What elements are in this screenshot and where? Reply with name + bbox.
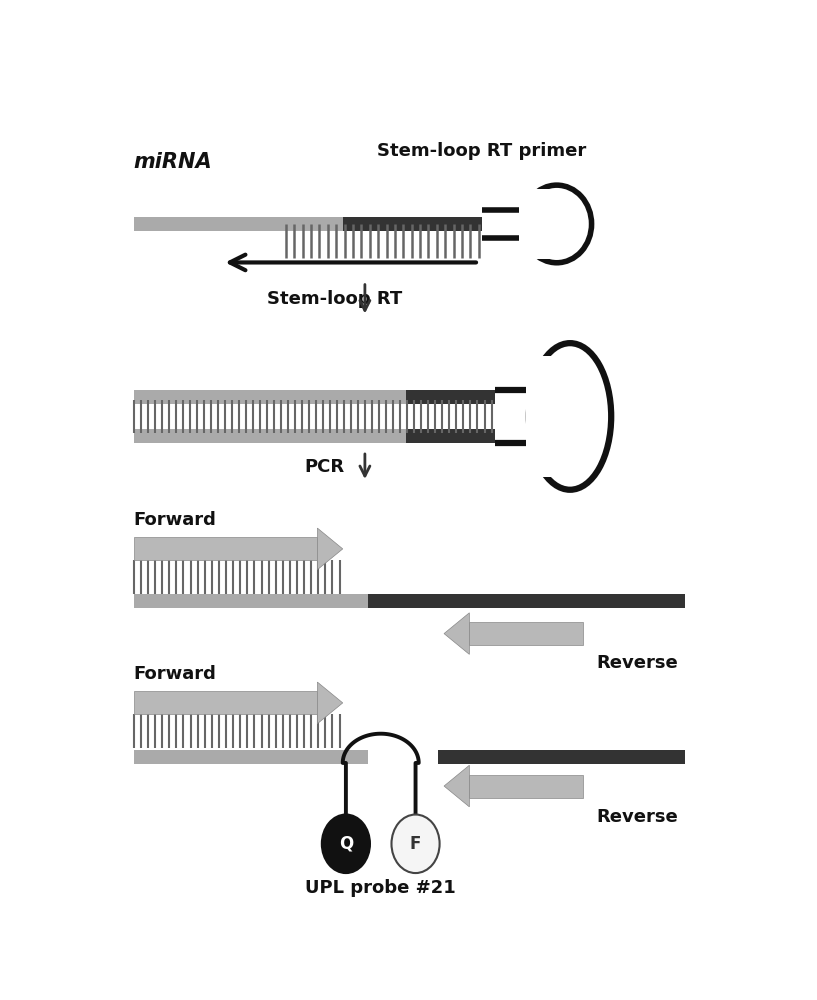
Bar	[406, 429, 495, 443]
Bar	[134, 594, 368, 608]
Bar	[134, 390, 406, 404]
Polygon shape	[317, 528, 343, 570]
Text: F: F	[410, 835, 422, 853]
Text: UPL probe #21: UPL probe #21	[306, 879, 456, 897]
Ellipse shape	[529, 343, 611, 490]
Circle shape	[322, 815, 370, 873]
Text: miRNA: miRNA	[134, 152, 212, 172]
Circle shape	[391, 815, 440, 873]
Bar	[469, 774, 583, 798]
Text: Forward: Forward	[134, 511, 217, 529]
Text: Stem-loop RT primer: Stem-loop RT primer	[377, 142, 587, 160]
Bar	[519, 189, 556, 259]
Bar	[438, 750, 685, 764]
Bar	[134, 537, 317, 560]
Bar	[134, 750, 368, 764]
Ellipse shape	[522, 185, 592, 263]
Bar	[368, 594, 685, 608]
Polygon shape	[444, 765, 469, 807]
Text: PCR: PCR	[305, 458, 345, 476]
Bar	[469, 622, 583, 645]
Text: Stem-loop RT: Stem-loop RT	[266, 290, 402, 308]
Polygon shape	[317, 682, 343, 724]
Bar	[525, 356, 570, 477]
Bar	[343, 217, 482, 231]
Bar	[134, 217, 406, 231]
Polygon shape	[444, 613, 469, 654]
Text: Forward: Forward	[134, 665, 217, 683]
Bar	[134, 691, 317, 714]
Text: Reverse: Reverse	[596, 808, 678, 826]
Bar	[134, 429, 406, 443]
Text: Reverse: Reverse	[596, 654, 678, 672]
Bar	[406, 390, 495, 404]
Text: Q: Q	[339, 835, 353, 853]
